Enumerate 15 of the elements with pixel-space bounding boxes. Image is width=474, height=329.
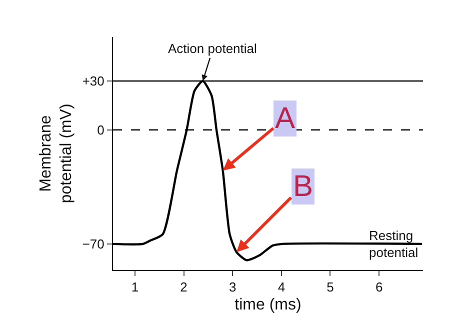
x-tick-label: 5 bbox=[326, 280, 334, 295]
y-tick-label: +30 bbox=[82, 74, 104, 89]
x-tick-label: 3 bbox=[228, 280, 236, 295]
y-tick-label: 0 bbox=[97, 122, 104, 138]
annotation: Action potential bbox=[168, 41, 258, 56]
x-axis-title: time (ms) bbox=[234, 296, 302, 314]
annotation: B bbox=[293, 170, 314, 203]
x-tick-label: 6 bbox=[375, 280, 383, 295]
y-tick-label: −70 bbox=[82, 236, 104, 252]
x-tick-label: 2 bbox=[180, 280, 188, 295]
annotation: Resting potential bbox=[369, 228, 418, 260]
y-axis-title: Membrane potential (mV) bbox=[37, 104, 76, 204]
x-tick-label: 4 bbox=[278, 280, 286, 295]
x-tick-label: 1 bbox=[131, 280, 139, 295]
annotation: A bbox=[275, 102, 296, 135]
